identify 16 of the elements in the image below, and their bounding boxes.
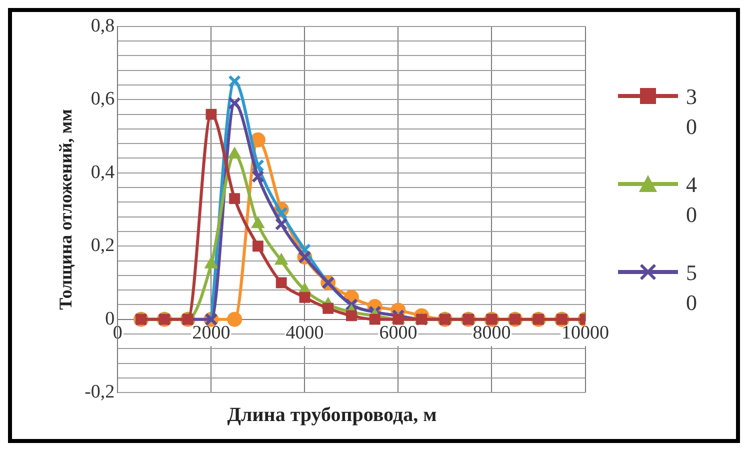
y-axis-title: Толщина отложений, мм [55,109,76,310]
y-tick-label: -0,2 [84,382,115,403]
y-tick-label: 0,4 [90,162,116,183]
x-tick-label: 6000 [379,322,418,344]
y-tick-label: 0,6 [90,88,115,110]
legend-label: 50 [686,259,698,317]
x-tick-label: 10000 [562,322,609,344]
legend-label: 40 [686,171,698,229]
y-tick-label: 0,2 [90,235,115,256]
y-tick-label: 0,8 [90,15,115,36]
x-tick-label: 8000 [472,322,511,344]
x-tick-label: 4000 [286,322,324,344]
x-axis-title: Длина трубопровода, м [226,404,438,427]
x-tick-label: 2000 [192,322,230,344]
y-tick-label: 0 [105,308,115,330]
legend-label: 30 [686,83,698,141]
